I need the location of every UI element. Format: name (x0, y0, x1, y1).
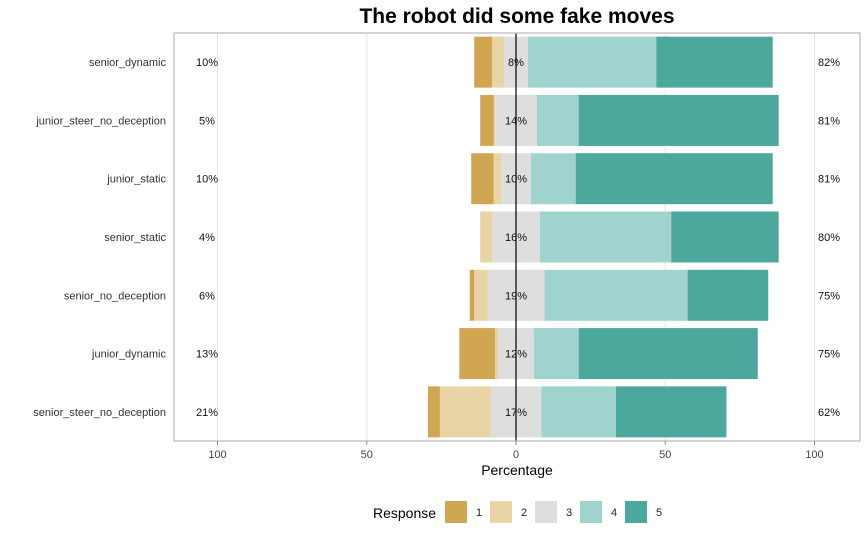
bar-senior_no_deception-level-5 (687, 269, 769, 321)
bar-senior_static-level-4 (539, 211, 672, 263)
category-label: senior_no_deception (64, 290, 166, 302)
x-axis-title: Percentage (481, 462, 553, 478)
bars (427, 36, 779, 438)
neutral-percent-label: 19% (505, 290, 527, 302)
neutral-percent-label: 12% (505, 349, 527, 361)
bar-junior_steer_no_deception-level-3-neg (495, 94, 516, 146)
category-label: senior_static (104, 232, 166, 244)
bar-senior_no_deception-level-4 (544, 269, 688, 321)
bar-senior_steer_no_deception-level-2 (439, 386, 491, 438)
bar-junior_static-level-3-pos (516, 153, 531, 205)
high-percent-label: 81% (818, 174, 840, 186)
neutral-percent-label: 8% (508, 57, 524, 69)
bar-junior_steer_no_deception-level-2 (493, 94, 496, 146)
bar-senior_steer_no_deception-level-1 (427, 386, 440, 438)
bar-senior_dynamic-level-1 (474, 36, 493, 88)
x-tick-label: 50 (659, 449, 671, 461)
low-percent-label: 21% (196, 407, 218, 419)
low-percent-label: 10% (196, 57, 218, 69)
bar-senior_dynamic-level-3-pos (516, 36, 528, 88)
x-tick-label: 0 (513, 449, 519, 461)
bar-senior_static-level-3-pos (516, 211, 540, 263)
bar-junior_steer_no_deception-level-4 (536, 94, 579, 146)
legend-key-3 (535, 501, 557, 523)
bar-senior_static-level-2 (480, 211, 493, 263)
bar-junior_steer_no_deception-level-5 (578, 94, 779, 146)
low-percent-label: 6% (199, 290, 215, 302)
bar-junior_steer_no_deception-level-1 (480, 94, 494, 146)
bar-junior_static-level-3-neg (501, 153, 516, 205)
legend-label-5: 5 (656, 507, 662, 519)
category-label: junior_steer_no_deception (35, 115, 166, 127)
bar-junior_static-level-4 (530, 153, 576, 205)
neutral-percent-label: 10% (505, 174, 527, 186)
neutral-percent-label: 16% (505, 232, 527, 244)
bar-junior_steer_no_deception-level-3-pos (516, 94, 537, 146)
legend-title: Response (373, 505, 436, 521)
x-tick-label: 100 (208, 449, 226, 461)
bar-junior_dynamic-level-3-pos (516, 328, 534, 380)
bar-junior_dynamic-level-4 (533, 328, 579, 380)
category-label: senior_steer_no_deception (33, 407, 166, 419)
high-percent-label: 81% (818, 115, 840, 127)
bar-junior_dynamic-level-1 (459, 328, 496, 380)
category-label: senior_dynamic (89, 57, 167, 69)
bar-junior_dynamic-level-2 (495, 328, 499, 380)
neutral-percent-label: 17% (505, 407, 527, 419)
bar-senior_steer_no_deception-level-3-pos (516, 386, 542, 438)
x-tick-label: 100 (805, 449, 823, 461)
legend: Response 1 2 3 4 5 (373, 501, 662, 523)
category-label: junior_dynamic (91, 349, 166, 361)
high-percent-label: 80% (818, 232, 840, 244)
bar-junior_static-level-5 (575, 153, 773, 205)
legend-label-4: 4 (611, 507, 617, 519)
bar-senior_steer_no_deception-level-4 (541, 386, 616, 438)
bar-senior_no_deception-level-3-neg (487, 269, 516, 321)
bar-senior_steer_no_deception-level-5 (615, 386, 727, 438)
low-percent-label: 13% (196, 349, 218, 361)
low-percent-label: 10% (196, 174, 218, 186)
neutral-percent-label: 14% (505, 115, 527, 127)
labels: senior_dynamic 10% 8% 82% junior_steer_no_de… (33, 57, 840, 419)
x-tick-label: 50 (361, 449, 373, 461)
legend-label-2: 2 (521, 507, 527, 519)
bar-junior_dynamic-level-3-neg (498, 328, 516, 380)
high-percent-label: 75% (818, 349, 840, 361)
bar-senior_dynamic-level-5 (656, 36, 773, 88)
legend-key-4 (580, 501, 602, 523)
legend-label-3: 3 (566, 507, 572, 519)
low-percent-label: 5% (199, 115, 215, 127)
bar-junior_static-level-1 (471, 153, 494, 205)
bar-senior_no_deception-level-3-pos (516, 269, 545, 321)
legend-key-5 (625, 501, 647, 523)
legend-label-1: 1 (476, 507, 482, 519)
bar-senior_dynamic-level-3-neg (504, 36, 516, 88)
bar-junior_static-level-2 (493, 153, 502, 205)
low-percent-label: 4% (199, 232, 215, 244)
x-axis: 100 50 0 50 100 (208, 441, 824, 461)
bar-senior_static-level-3-neg (492, 211, 516, 263)
high-percent-label: 75% (818, 290, 840, 302)
category-label: junior_static (106, 174, 166, 186)
bar-senior_no_deception-level-1 (469, 269, 475, 321)
bar-senior_dynamic-level-4 (527, 36, 657, 88)
panel-border (173, 32, 861, 442)
high-percent-label: 82% (818, 57, 840, 69)
legend-key-1 (445, 501, 467, 523)
chart-title: The robot did some fake moves (359, 5, 674, 28)
bar-junior_dynamic-level-5 (578, 328, 758, 380)
legend-key-2 (490, 501, 512, 523)
bar-senior_dynamic-level-2 (492, 36, 505, 88)
bar-senior_static-level-5 (671, 211, 779, 263)
bar-senior_steer_no_deception-level-3-neg (490, 386, 516, 438)
high-percent-label: 62% (818, 407, 840, 419)
bar-senior_no_deception-level-2 (474, 269, 488, 321)
